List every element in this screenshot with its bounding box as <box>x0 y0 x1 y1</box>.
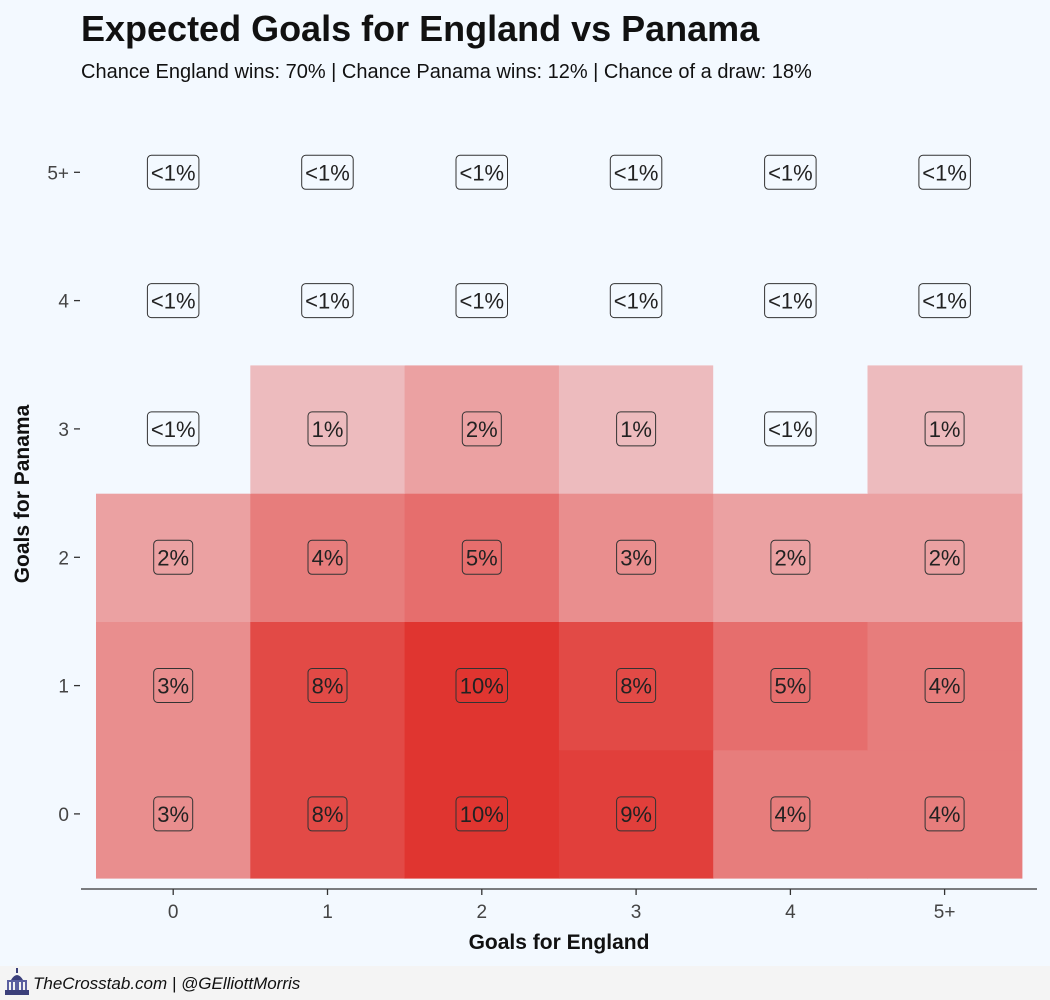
cell-label: 5% <box>466 545 498 570</box>
cell-label: 4% <box>312 545 344 570</box>
cell-label-box <box>924 668 965 703</box>
chart-title: Expected Goals for England vs Panama <box>81 8 760 49</box>
capitol-building-icon <box>5 968 29 995</box>
cell-label: <1% <box>922 160 967 185</box>
cell-label-box <box>609 154 663 190</box>
y-axis-title: Goals for Panama <box>11 404 34 583</box>
cell-label: <1% <box>151 160 196 185</box>
cell-label-box <box>616 796 657 832</box>
cell-label: <1% <box>459 160 504 185</box>
cell-label-box <box>146 283 200 319</box>
cell-label-box <box>770 668 811 703</box>
cell-label-box <box>770 539 811 575</box>
y-tick-label: 1 <box>58 677 69 698</box>
cell-label-box <box>616 539 657 575</box>
cell-label-box <box>307 411 348 447</box>
cell-label: <1% <box>768 417 813 442</box>
cell-label: 5% <box>775 674 807 699</box>
cell-label: <1% <box>768 160 813 185</box>
heatmap-chart: 3% 8% 10% 9% 4% 4% 3% 8% 10% 8% 5% 4% 2% 4% 5% 3% 2% 2% <1… <box>11 108 1037 954</box>
cell-label-box <box>924 796 965 832</box>
cell-label: 1% <box>929 417 961 442</box>
cell-label-box <box>461 539 502 575</box>
x-axis-ticks: 0 1 2 3 4 5+ <box>168 889 956 923</box>
cell-label-box <box>764 154 817 190</box>
cell-label: 2% <box>466 417 498 442</box>
cell-label: 1% <box>620 417 652 442</box>
cell-label-box <box>461 411 502 447</box>
x-tick-label: 4 <box>785 902 796 923</box>
cell-label-box <box>609 283 663 319</box>
cell-label-box <box>918 154 971 190</box>
footer-credit: TheCrosstab.com | @GElliottMorris <box>33 974 301 993</box>
cell-label-box <box>307 539 348 575</box>
cell-label-box <box>616 668 657 703</box>
cell-label: <1% <box>614 289 659 314</box>
cell-label: <1% <box>151 417 196 442</box>
cell-label-box <box>764 411 817 447</box>
y-tick-label: 5+ <box>47 163 69 184</box>
cell-label: 10% <box>460 802 504 827</box>
cell-label: 3% <box>620 545 652 570</box>
y-tick-label: 0 <box>58 805 69 826</box>
cell-label: 3% <box>157 674 189 699</box>
cell-label-box <box>301 283 354 319</box>
cell-label: 2% <box>157 545 189 570</box>
cell-label-box <box>764 283 817 319</box>
y-tick-label: 2 <box>58 548 69 569</box>
cell-label-box <box>307 796 348 832</box>
cell-label-box <box>153 539 194 575</box>
cell-label: <1% <box>305 289 350 314</box>
cell-label: 4% <box>929 674 961 699</box>
footer-bar <box>0 966 1050 1000</box>
cell-label-box <box>307 668 348 703</box>
cell-label: <1% <box>305 160 350 185</box>
cell-label-box <box>455 796 508 832</box>
cell-label: 8% <box>312 802 344 827</box>
cell-label: 3% <box>157 802 189 827</box>
cell-label-box <box>146 154 200 190</box>
x-tick-label: 5+ <box>934 902 956 923</box>
y-tick-label: 3 <box>58 420 69 441</box>
cell-label-box <box>146 411 200 447</box>
cell-label: 1% <box>312 417 344 442</box>
cell-label-box <box>301 154 354 190</box>
cell-label: 4% <box>775 802 807 827</box>
cell-label: <1% <box>768 289 813 314</box>
cell-label: <1% <box>614 160 659 185</box>
cell-label: <1% <box>459 289 504 314</box>
cell-label: <1% <box>922 289 967 314</box>
cell-label: 4% <box>929 802 961 827</box>
cell-label-box <box>616 411 657 447</box>
cell-label-box <box>455 154 508 190</box>
cell-label-box <box>153 796 194 832</box>
cell-label-box <box>153 668 194 703</box>
cell-label-box <box>918 283 971 319</box>
y-axis-ticks: 0 1 2 3 4 5+ <box>47 163 80 826</box>
x-tick-label: 2 <box>477 902 488 923</box>
cell-label: 8% <box>620 674 652 699</box>
chart-subtitle: Chance England wins: 70% | Chance Panama… <box>81 61 812 83</box>
y-tick-label: 4 <box>58 292 69 313</box>
x-tick-label: 3 <box>631 902 642 923</box>
cell-label: <1% <box>151 289 196 314</box>
cell-label-box <box>455 283 508 319</box>
cell-label: 9% <box>620 802 652 827</box>
cell-label: 2% <box>929 545 961 570</box>
cell-label: 10% <box>460 674 504 699</box>
cell-label-box <box>924 539 965 575</box>
cell-label: 8% <box>312 674 344 699</box>
heatmap-cells <box>96 108 1023 879</box>
x-tick-label: 0 <box>168 902 179 923</box>
x-axis-title: Goals for England <box>469 931 650 954</box>
cell-label: 2% <box>775 545 807 570</box>
x-tick-label: 1 <box>322 902 333 923</box>
cell-label-box <box>770 796 811 832</box>
cell-label-box <box>455 668 508 703</box>
cell-labels: 3% 8% 10% 9% 4% 4% 3% 8% 10% 8% 5% 4% 2% 4% 5% 3% 2% 2% <1… <box>146 154 971 832</box>
cell-label-box <box>924 411 965 447</box>
